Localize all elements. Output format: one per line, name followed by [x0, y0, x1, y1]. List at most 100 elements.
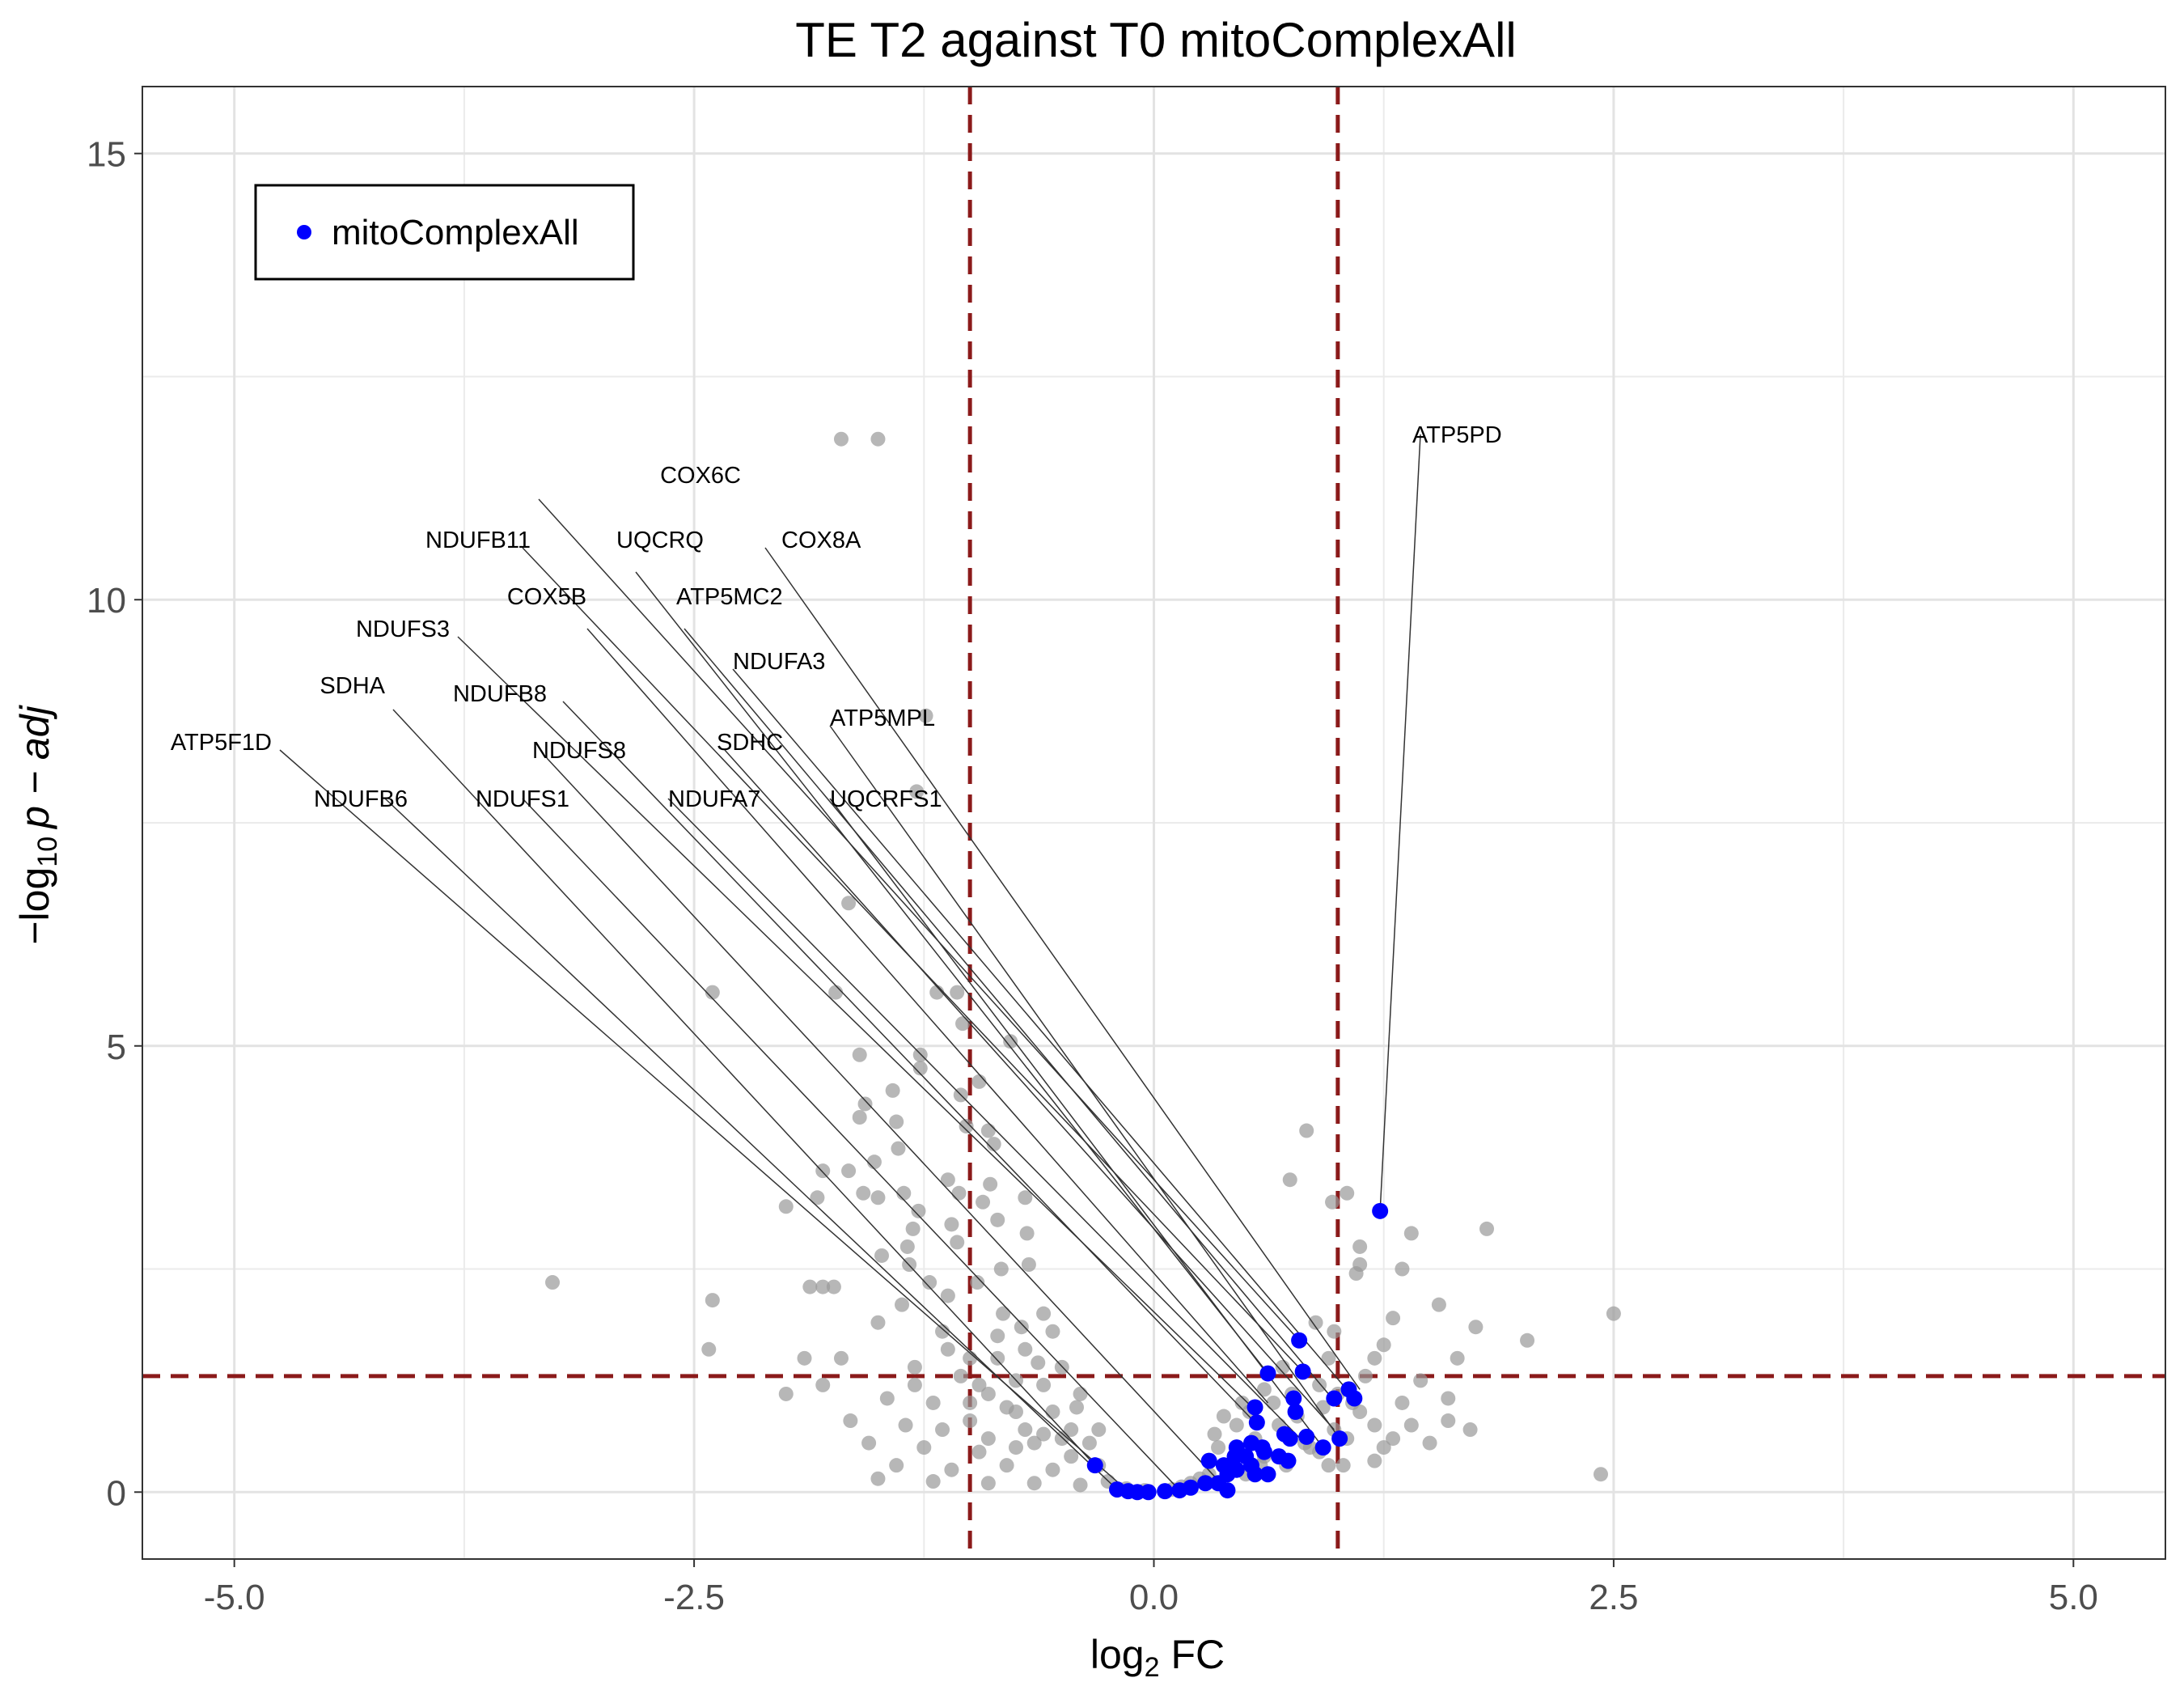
background-point: [944, 1217, 959, 1232]
leader-line: [764, 547, 1361, 1390]
background-point: [1064, 1422, 1079, 1438]
background-point: [1045, 1324, 1060, 1339]
background-point: [1376, 1440, 1391, 1455]
background-point: [1395, 1395, 1410, 1410]
background-point: [841, 1163, 857, 1179]
background-point: [815, 1279, 831, 1294]
gene-label: UQCRQ: [616, 527, 704, 553]
mito-point: [1326, 1390, 1343, 1407]
legend-box: [254, 184, 635, 281]
mito-point: [1197, 1475, 1214, 1492]
background-point: [866, 1155, 882, 1170]
background-point: [918, 708, 933, 723]
background-point: [870, 431, 886, 447]
background-point: [1026, 1476, 1042, 1491]
background-point: [545, 1275, 561, 1290]
mito-point: [1200, 1452, 1217, 1469]
background-point: [1386, 1431, 1401, 1447]
gene-label: NDUFB6: [314, 786, 408, 812]
background-point: [1312, 1377, 1327, 1392]
background-point: [1606, 1306, 1621, 1321]
leader-line: [684, 628, 1333, 1399]
background-point: [940, 1172, 955, 1188]
background-point: [912, 1061, 928, 1076]
background-point: [852, 1047, 867, 1062]
background-point: [802, 1279, 818, 1294]
gene-label: COX6C: [660, 463, 741, 489]
background-point: [810, 1190, 825, 1205]
background-point: [1018, 1190, 1033, 1205]
leader-line: [724, 749, 1335, 1430]
background-point: [959, 1119, 974, 1134]
background-point: [1348, 1266, 1364, 1282]
background-point: [1211, 1440, 1226, 1455]
background-point: [1064, 1449, 1079, 1464]
leader-line: [829, 725, 1340, 1439]
x-tick-label: 5.0: [2049, 1578, 2098, 1617]
background-point: [1462, 1422, 1478, 1438]
background-point: [1036, 1377, 1052, 1392]
mito-point: [1294, 1363, 1311, 1380]
background-point: [856, 1185, 871, 1201]
background-point: [907, 1359, 922, 1375]
background-point: [1045, 1462, 1060, 1477]
background-point: [895, 1297, 910, 1312]
background-point: [1340, 1185, 1355, 1201]
y-axis-ticks: 0 5 10 15: [87, 135, 142, 1513]
background-point: [815, 1163, 831, 1179]
background-point: [861, 1435, 877, 1451]
background-point: [980, 1476, 996, 1491]
background-point: [778, 1386, 794, 1401]
background-point: [1207, 1426, 1222, 1442]
mito-point: [1280, 1452, 1297, 1469]
y-axis-title: −log10 p − adj: [12, 704, 63, 944]
background-point: [815, 1377, 831, 1392]
background-point: [1593, 1467, 1608, 1482]
chart-title: TE T2 against T0 mitoComplexAll: [795, 13, 1516, 67]
gene-label: SDHC: [717, 730, 783, 756]
leader-line: [829, 798, 1324, 1448]
gene-label: NDUFB11: [425, 527, 531, 553]
background-point: [1282, 1172, 1297, 1188]
background-point: [1520, 1333, 1535, 1348]
background-point: [935, 1324, 950, 1339]
background-point: [1021, 1257, 1036, 1272]
background-point: [1367, 1350, 1382, 1366]
background-point: [701, 1341, 717, 1357]
background-point: [797, 1350, 812, 1366]
mito-point: [1246, 1466, 1263, 1483]
mito-point: [1331, 1430, 1348, 1447]
background-point: [990, 1212, 1005, 1227]
background-point: [1308, 1315, 1323, 1330]
legend: mitoComplexAll: [254, 184, 635, 281]
background-point: [1422, 1435, 1437, 1451]
background-point: [999, 1400, 1014, 1415]
x-axis-ticks: -5.0 -2.5 0.0 2.5 5.0: [204, 1559, 2098, 1617]
background-point: [833, 431, 849, 447]
y-axis-title-prefix: −log: [12, 867, 57, 945]
background-point: [778, 1199, 794, 1214]
background-point: [1321, 1350, 1336, 1366]
background-point: [953, 1368, 968, 1383]
background-point: [870, 1471, 886, 1486]
background-point: [1403, 1226, 1419, 1241]
background-point: [1335, 1458, 1351, 1473]
gene-label: NDUFS3: [356, 616, 450, 642]
mito-point: [1291, 1332, 1308, 1349]
mito-point: [1281, 1430, 1298, 1447]
background-point: [898, 1417, 913, 1433]
y-tick-label: 15: [87, 135, 126, 175]
background-point: [951, 1185, 967, 1201]
background-point: [912, 1047, 928, 1062]
background-point: [828, 985, 844, 1000]
background-point: [980, 1431, 996, 1447]
gene-label: COX8A: [781, 527, 861, 553]
background-point: [1441, 1391, 1456, 1406]
background-point: [1069, 1400, 1085, 1415]
mito-point: [1372, 1202, 1389, 1219]
gene-label: NDUFB8: [453, 681, 547, 707]
y-tick-label: 10: [87, 581, 126, 621]
mito-point: [1086, 1457, 1103, 1474]
background-point: [874, 1248, 890, 1263]
